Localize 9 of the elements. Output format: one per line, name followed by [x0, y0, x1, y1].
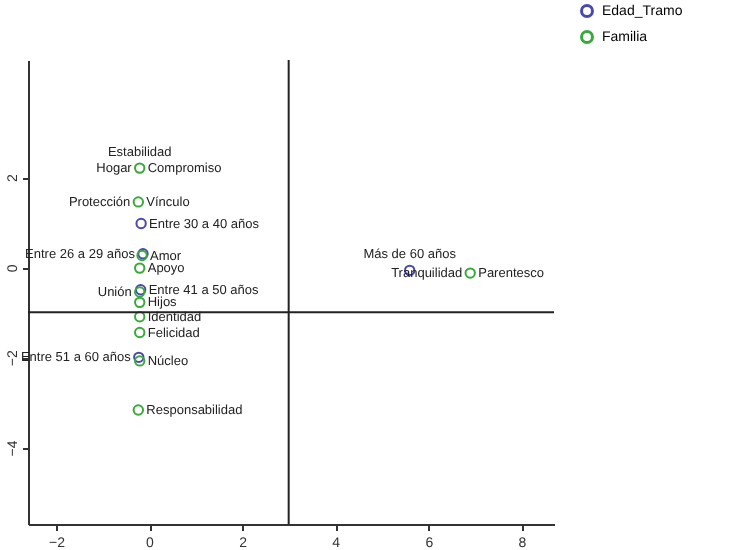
point — [134, 326, 146, 339]
point — [132, 196, 145, 208]
point — [132, 404, 145, 416]
point — [134, 311, 146, 323]
point — [135, 217, 147, 230]
point — [464, 267, 476, 279]
point — [134, 296, 146, 309]
point — [134, 162, 146, 174]
point — [134, 262, 146, 274]
